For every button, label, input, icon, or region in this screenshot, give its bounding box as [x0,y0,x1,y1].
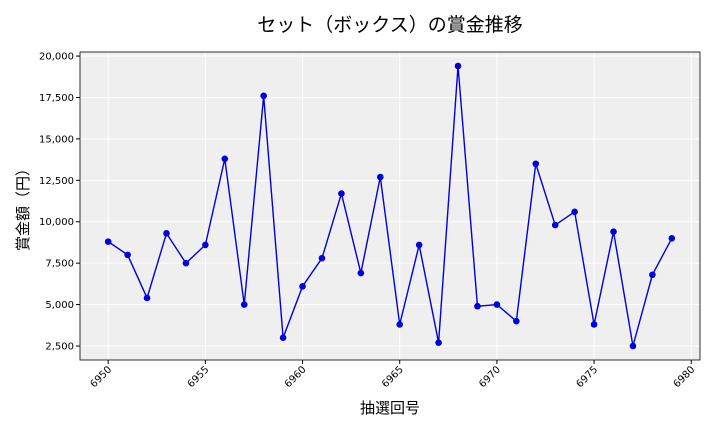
data-point [610,228,617,235]
data-point [551,221,559,229]
chart-title: セット（ボックス）の賞金推移 [257,14,522,36]
x-tick-label: 6970 [477,364,503,390]
x-tick-label: 6960 [283,364,309,390]
plot-area [80,52,700,360]
data-point [513,317,520,325]
data-point [532,160,540,168]
plot-frame [79,51,701,361]
data-point [435,339,442,346]
data-point [357,269,365,277]
data-point [668,235,676,242]
data-point [493,301,501,308]
data-point [590,321,598,328]
y-tick-label: 5,000 [45,300,74,311]
data-point [571,208,578,216]
series-line [107,65,673,347]
y-tick-label: 2,500 [45,342,74,353]
data-point [299,283,306,290]
data-point [474,302,481,310]
data-point [202,241,209,249]
data-point [454,62,462,70]
y-tick-label: 17,500 [39,93,74,104]
data-point [396,321,404,328]
data-point [649,271,656,279]
x-tick-label: 6980 [672,364,698,390]
data-point [629,342,637,350]
data-point [415,241,423,249]
data-point [182,259,190,267]
data-point [240,301,248,308]
x-tick-label: 6965 [380,364,406,390]
data-point [104,238,112,245]
y-tick-label: 15,000 [39,134,74,145]
data-point [318,254,326,262]
data-point [279,334,287,342]
data-point [338,190,345,197]
x-tick-label: 6955 [186,364,212,390]
x-axis-label: 抽選回号 [360,399,420,417]
y-tick-label: 12,500 [39,176,74,187]
y-tick-label: 20,000 [39,52,74,63]
data-point [124,251,131,259]
data-point [143,294,151,302]
data-point [163,230,170,237]
data-point [376,173,384,181]
data-point [221,155,229,163]
data-point [260,92,267,100]
x-tick-label: 6975 [574,364,600,390]
y-tick-label: 10,000 [39,217,74,228]
y-tick-label: 7,500 [45,259,74,270]
y-axis-label: 賞金額（円） [14,161,32,251]
x-tick-label: 6950 [89,364,115,390]
